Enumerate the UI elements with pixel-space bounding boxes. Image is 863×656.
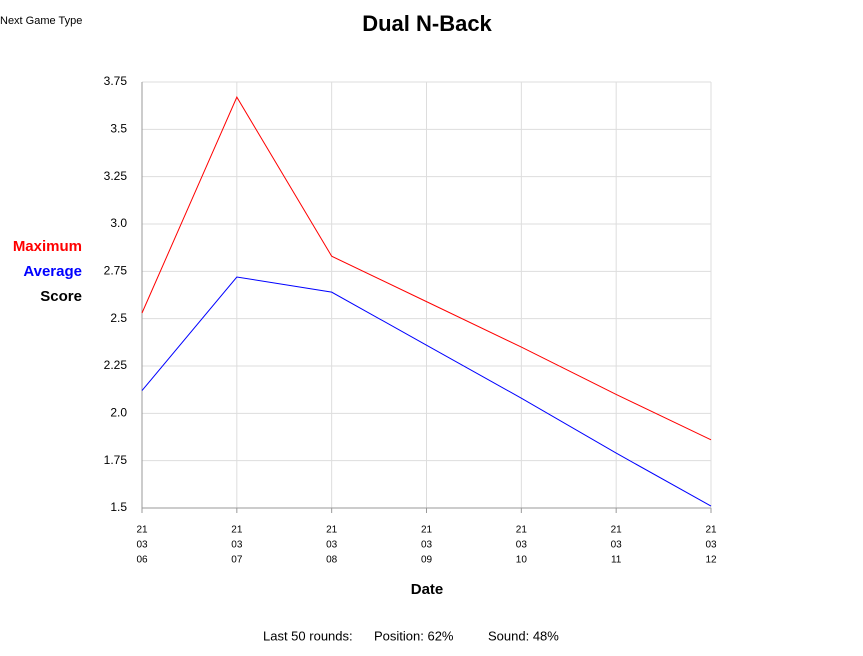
y-tick-label: 1.5 (110, 500, 127, 514)
next-game-type-button[interactable]: Next Game Type (0, 15, 82, 27)
x-axis-label: Date (411, 581, 444, 598)
x-tick-label: 21 (326, 525, 338, 536)
y-tick-label: 3.0 (110, 216, 127, 230)
footer-sound: Sound: 48% (488, 628, 559, 643)
x-tick-label: 10 (516, 555, 528, 566)
x-tick-label: 21 (705, 525, 717, 536)
y-tick-label: 2.0 (110, 406, 127, 420)
y-tick-label: 3.25 (104, 169, 128, 183)
x-tick-label: 21 (516, 525, 528, 536)
series-line (141, 276, 712, 507)
x-tick-label: 07 (231, 555, 243, 566)
legend-label: Average (23, 263, 82, 280)
x-tick-label: 08 (326, 555, 338, 566)
y-axis-label: Score (40, 288, 82, 305)
x-tick-label: 03 (231, 540, 243, 551)
x-tick-label: 12 (705, 555, 717, 566)
x-tick-label: 06 (136, 555, 148, 566)
x-tick-label: 21 (611, 525, 623, 536)
y-tick-label: 1.75 (104, 453, 128, 467)
y-tick-label: 2.25 (104, 358, 128, 372)
x-tick-label: 21 (421, 525, 433, 536)
series-line (141, 96, 712, 441)
footer-position: Position: 62% (374, 628, 454, 643)
x-tick-label: 03 (705, 540, 717, 551)
legend-label: Maximum (13, 238, 82, 255)
x-tick-label: 03 (326, 540, 338, 551)
y-tick-label: 2.75 (104, 264, 128, 278)
x-tick-label: 21 (231, 525, 243, 536)
y-tick-label: 2.5 (110, 311, 127, 325)
x-tick-label: 11 (611, 555, 622, 566)
x-tick-label: 21 (136, 525, 148, 536)
x-tick-label: 03 (516, 540, 528, 551)
chart-title: Dual N-Back (362, 11, 492, 36)
y-tick-label: 3.75 (104, 74, 128, 88)
x-tick-label: 03 (136, 540, 148, 551)
footer-rounds: Last 50 rounds: (263, 628, 353, 643)
y-tick-label: 3.5 (110, 122, 127, 136)
x-tick-label: 03 (421, 540, 433, 551)
x-tick-label: 03 (611, 540, 623, 551)
x-tick-label: 09 (421, 555, 433, 566)
